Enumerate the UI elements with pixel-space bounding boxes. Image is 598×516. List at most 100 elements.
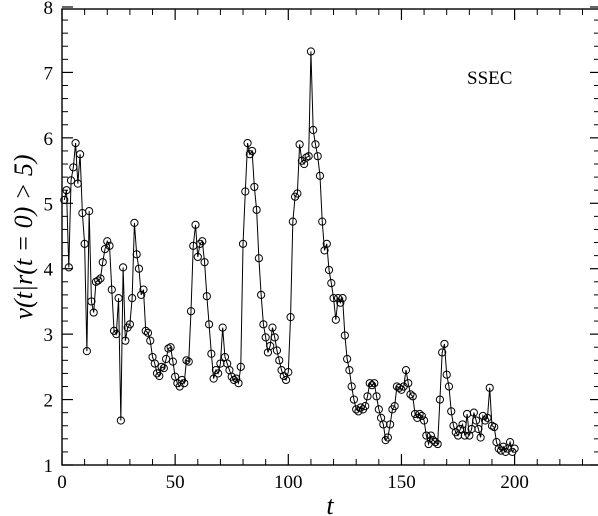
data-point [363, 392, 372, 401]
data-point [469, 408, 478, 417]
data-point [137, 290, 146, 299]
axis-ticks [61, 6, 598, 466]
data-point [338, 294, 347, 303]
data-point [69, 163, 78, 172]
data-point [247, 146, 257, 156]
data-point [329, 294, 338, 303]
data-point [252, 205, 261, 214]
data-point [76, 150, 85, 159]
data-point [331, 315, 340, 324]
data-point [112, 330, 121, 339]
data-point [89, 308, 98, 317]
x-tick-label: 50 [166, 472, 185, 493]
data-point [435, 395, 445, 404]
data-point [207, 349, 216, 358]
data-point [324, 265, 334, 275]
data-point [159, 364, 168, 373]
data-point [417, 411, 426, 421]
data-point [155, 371, 164, 381]
data-point [343, 354, 352, 364]
data-point [132, 250, 141, 259]
data-point [254, 254, 263, 263]
data-point [191, 220, 200, 229]
data-point [460, 431, 469, 440]
data-point [241, 187, 250, 196]
data-point [456, 424, 465, 434]
data-point [125, 320, 134, 329]
data-point [259, 320, 268, 329]
data-point [257, 290, 266, 299]
y-tick-label: 6 [44, 129, 54, 150]
data-point [121, 336, 130, 345]
x-tick-label: 200 [500, 472, 529, 493]
data-point [214, 369, 223, 378]
y-tick-label: 1 [44, 456, 54, 477]
data-point [166, 343, 175, 352]
data-point [218, 323, 227, 332]
data-point [442, 370, 451, 379]
data-point [71, 138, 80, 148]
data-point [103, 237, 112, 246]
data-point [98, 258, 107, 267]
data-point [116, 416, 125, 425]
data-point [62, 186, 71, 195]
data-point [250, 182, 259, 192]
data-point [143, 328, 153, 337]
data-point [370, 379, 379, 388]
data-point [415, 409, 424, 419]
data-point [354, 407, 363, 416]
data-point [286, 313, 295, 322]
data-point [164, 344, 173, 353]
x-axis-label: t [326, 491, 334, 516]
data-point [266, 341, 275, 351]
data-point [73, 179, 82, 188]
data-point [152, 369, 162, 378]
data-point [94, 276, 103, 285]
data-point [114, 294, 123, 303]
data-point [413, 413, 422, 422]
data-point [295, 140, 304, 149]
data-point [184, 357, 193, 366]
data-point [302, 153, 311, 162]
data-point [404, 379, 413, 388]
data-point [288, 217, 297, 226]
data-point [322, 239, 331, 248]
data-point [293, 189, 302, 198]
data-point [347, 382, 356, 391]
data-point [487, 421, 497, 430]
data-point [478, 411, 488, 421]
data-point [238, 239, 248, 248]
data-point [130, 218, 139, 228]
data-point [82, 347, 91, 356]
y-tick-label: 2 [44, 391, 54, 412]
data-point [444, 382, 454, 391]
data-point [85, 207, 94, 216]
chart-annotation: SSEC [467, 68, 512, 89]
data-point [336, 298, 345, 307]
data-point [60, 195, 69, 205]
data-point [268, 323, 277, 332]
data-point [202, 292, 211, 301]
data-point [80, 239, 89, 248]
data-point [476, 433, 485, 442]
data-point [374, 405, 383, 414]
data-point [472, 416, 481, 425]
data-point [447, 407, 456, 416]
data-point [281, 375, 291, 385]
data-point [261, 333, 270, 342]
data-point [200, 258, 209, 267]
data-point [311, 140, 320, 149]
data-point [232, 374, 241, 383]
data-point [349, 395, 359, 404]
data-point [383, 433, 392, 442]
plot-frame [61, 8, 598, 466]
x-tick-label: 100 [274, 472, 303, 493]
data-point [146, 336, 155, 345]
data-point [180, 379, 189, 388]
data-point [105, 241, 114, 250]
data-point [474, 424, 483, 434]
data-point [356, 403, 365, 412]
data-point [401, 366, 411, 375]
data-point [372, 392, 381, 401]
data-point [340, 331, 349, 340]
